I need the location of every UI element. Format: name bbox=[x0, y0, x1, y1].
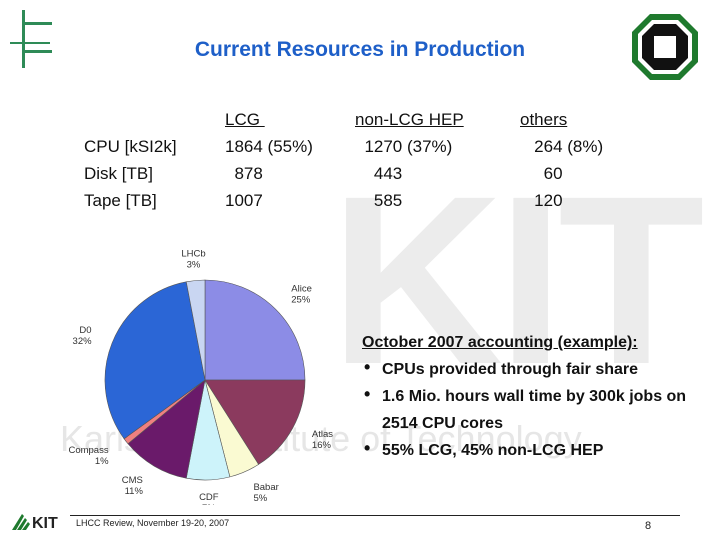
column-header: LCG bbox=[225, 110, 265, 129]
accounting-heading: October 2007 accounting (example): bbox=[362, 334, 638, 351]
table-cell: 60 bbox=[520, 164, 563, 183]
footer-text: LHCC Review, November 19-20, 2007 bbox=[76, 518, 230, 528]
slice-value-label: 1% bbox=[95, 456, 109, 467]
slice-value-label: 16% bbox=[312, 440, 332, 451]
slice-name-label: CDF bbox=[199, 492, 219, 503]
table-cell: 1007 bbox=[225, 191, 263, 210]
university-seal-icon bbox=[632, 14, 698, 80]
slice-value-label: 32% bbox=[73, 336, 93, 347]
slide-title: Current Resources in Production bbox=[194, 38, 526, 61]
pie-slice-d0 bbox=[104, 281, 206, 440]
row-label: Disk [TB] bbox=[84, 164, 153, 183]
bullet-item: • 1.6 Mio. hours wall time by 300k jobs o… bbox=[364, 384, 687, 432]
bullet-text: CPUs provided through fair share bbox=[382, 361, 639, 378]
slice-value-label: 25% bbox=[291, 295, 311, 306]
slice-name-label: LHCb bbox=[181, 249, 205, 260]
table-cell: 443 bbox=[355, 164, 403, 183]
row-label: Tape [TB] bbox=[84, 191, 157, 210]
slice-name-label: CMS bbox=[122, 475, 143, 486]
slice-name-label: Compass bbox=[68, 445, 108, 456]
slice-name-label: Alice bbox=[291, 284, 312, 295]
pie-slice-alice bbox=[204, 279, 306, 381]
column-header: non-LCG HEP bbox=[355, 110, 464, 129]
bullet-item: • CPUs provided through fair share bbox=[364, 357, 639, 378]
bullet-text: 55% LCG, 45% non-LCG HEP bbox=[382, 442, 604, 459]
slice-value-label: 11% bbox=[125, 486, 144, 497]
bullet-item: • 55% LCG, 45% non-LCG HEP bbox=[364, 438, 604, 459]
lcg-column: LCG 1864 (55%) 878 1007 bbox=[225, 106, 313, 214]
corner-logo-icon bbox=[10, 10, 52, 68]
column-header: others bbox=[520, 110, 568, 129]
others-column: others 264 (8%) 60 120 bbox=[520, 106, 603, 214]
table-cell: 264 (8%) bbox=[520, 137, 604, 156]
slice-name-label: Babar bbox=[253, 482, 278, 493]
kit-watermark-logo: KIT bbox=[330, 146, 705, 414]
table-cell: 585 bbox=[355, 191, 403, 210]
resource-row-labels: CPU [kSI2k] Disk [TB] Tape [TB] bbox=[84, 133, 177, 214]
row-label: CPU [kSI2k] bbox=[84, 137, 177, 156]
table-cell: 120 bbox=[520, 191, 563, 210]
page-number: 8 bbox=[645, 520, 652, 532]
pie-slice-atlas bbox=[204, 379, 306, 465]
slice-value-label: 7% bbox=[202, 503, 216, 505]
kit-logo-icon: KIT bbox=[12, 514, 58, 532]
slice-value-label: 3% bbox=[187, 260, 201, 271]
pie-slice-lhcb bbox=[185, 279, 206, 381]
table-cell: 878 bbox=[225, 164, 263, 183]
accounting-notes: October 2007 accounting (example): • CPUs… bbox=[362, 334, 702, 464]
pie-slice-cms bbox=[127, 379, 206, 479]
slice-value-label: 5% bbox=[253, 493, 267, 504]
non-lcg-column: non-LCG HEP 1270 (37%) 443 585 bbox=[355, 106, 464, 214]
footer-divider bbox=[70, 515, 680, 516]
table-cell: 1270 (37%) bbox=[355, 137, 453, 156]
table-cell: 1864 (55%) bbox=[225, 137, 313, 156]
svg-text:KIT: KIT bbox=[32, 515, 58, 532]
slice-name-label: D0 bbox=[79, 325, 91, 336]
slice-name-label: Atlas bbox=[312, 429, 333, 440]
bullet-text: 1.6 Mio. hours wall time by 300k jobs on… bbox=[382, 388, 687, 432]
